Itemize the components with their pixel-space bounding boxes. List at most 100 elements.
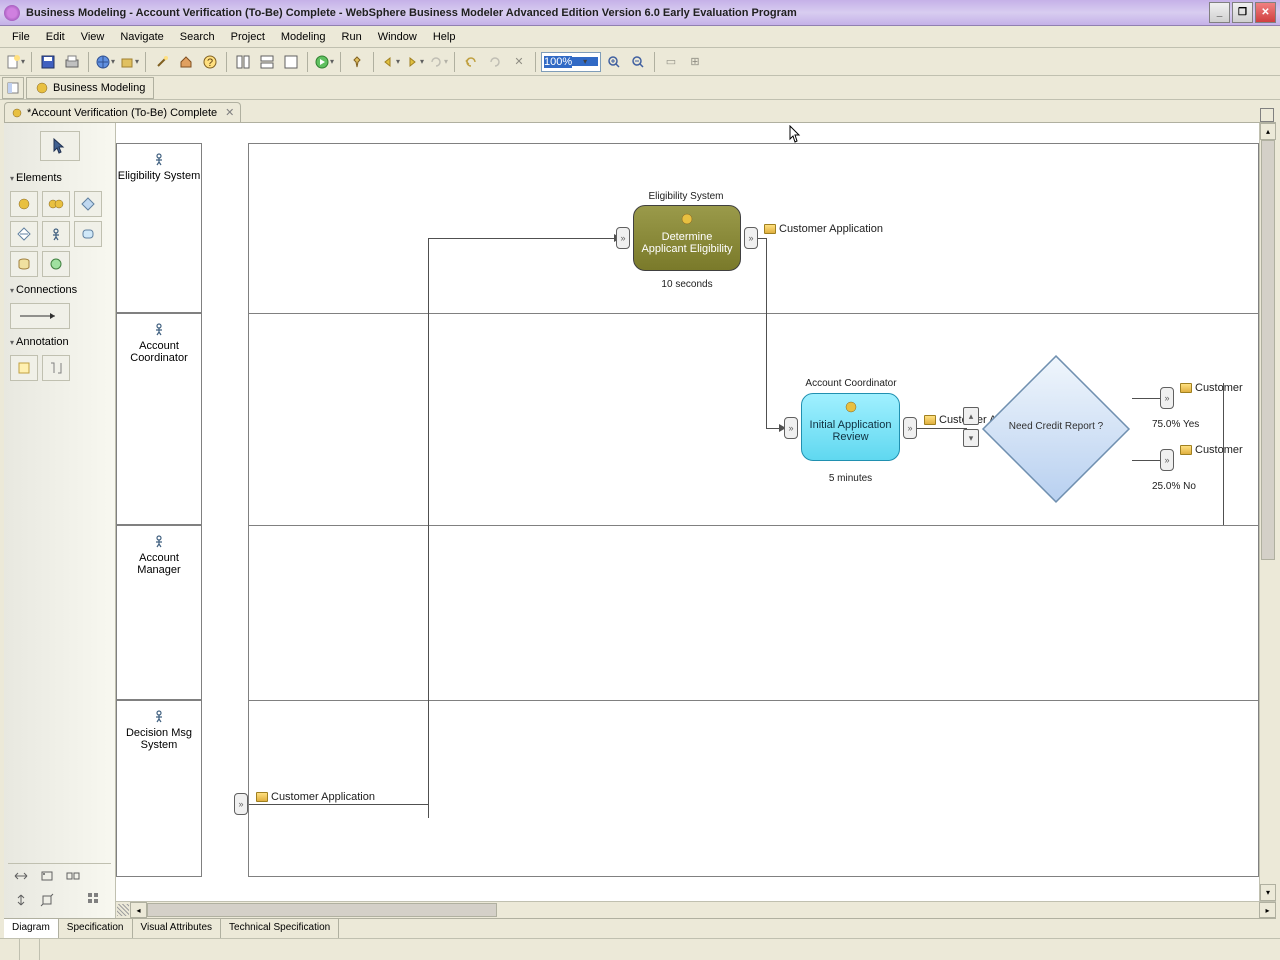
home-button[interactable] [175,51,197,73]
start-data-label: Customer Application [256,791,375,803]
lane-header-decision-msg[interactable]: Decision Msg System [116,700,202,877]
layout1-button[interactable] [232,51,254,73]
perspective-business-modeling[interactable]: Business Modeling [26,77,154,99]
menu-modeling[interactable]: Modeling [273,28,334,46]
palette-section-connections[interactable]: Connections [8,281,111,299]
task2-in-port[interactable]: » [784,417,798,439]
palette-nav-6[interactable] [87,892,107,910]
decision-yes-pct: 75.0% Yes [1152,419,1232,430]
menu-edit[interactable]: Edit [38,28,73,46]
scroll-up-button[interactable]: ▴ [1260,123,1276,140]
menu-search[interactable]: Search [172,28,223,46]
maximize-editor-button[interactable] [1260,108,1274,122]
decision-in-port-bot[interactable]: ▾ [963,429,979,447]
pin-button[interactable] [346,51,368,73]
save-button[interactable] [37,51,59,73]
menu-view[interactable]: View [73,28,113,46]
scroll-left-button[interactable]: ◂ [130,902,147,918]
zoomout-button[interactable] [627,51,649,73]
scroll-right-button[interactable]: ▸ [1259,902,1276,918]
task2-duration: 5 minutes [801,473,900,484]
close-button[interactable]: ✕ [1255,2,1276,23]
palette-connection[interactable] [10,303,70,329]
undo2-button[interactable] [460,51,482,73]
palette-note[interactable] [10,355,38,381]
layout3-button[interactable] [280,51,302,73]
diagram-canvas[interactable]: Eligibility System Account Coordinator A… [116,123,1276,901]
palette-nav-3[interactable] [64,868,84,886]
open-perspective-button[interactable] [2,77,24,99]
vertical-scrollbar[interactable]: ▴ ▾ [1259,123,1276,901]
lane-header-eligibility[interactable]: Eligibility System [116,143,202,313]
menu-file[interactable]: File [4,28,38,46]
new-button[interactable]: ▾ [4,51,26,73]
menu-window[interactable]: Window [370,28,425,46]
editor-tab-account-verification[interactable]: *Account Verification (To-Be) Complete ✕ [4,102,241,122]
task-initial-review[interactable]: Initial Application Review [801,393,900,461]
task1-in-port[interactable]: » [616,227,630,249]
redo2-button[interactable] [484,51,506,73]
redo-button[interactable]: ▾ [427,51,449,73]
palette-data[interactable] [10,251,38,277]
wand-button[interactable] [151,51,173,73]
align-button[interactable]: ▭ [660,51,682,73]
lane-label: Decision Msg System [117,727,201,751]
palette-nav-5[interactable] [38,892,58,910]
scroll-down-button[interactable]: ▾ [1260,884,1276,901]
decision-out-yes-port[interactable]: » [1160,387,1174,409]
palette-actor[interactable] [42,221,70,247]
task1-duration: 10 seconds [633,279,741,290]
tab-visual-attributes[interactable]: Visual Attributes [133,919,222,938]
distribute-button[interactable]: ⊞ [684,51,706,73]
back-button[interactable]: ▾ [379,51,401,73]
toolbar: ▾ ▾ ▾ ? ▾ ▾ ▾ ▾ ✕ 100%▾ ▭ ⊞ [0,48,1280,76]
decision-in-port-top[interactable]: ▴ [963,407,979,425]
maximize-button[interactable]: ❐ [1232,2,1253,23]
task1-out-port[interactable]: » [744,227,758,249]
bottom-tabs: Diagram Specification Visual Attributes … [4,918,1276,938]
menu-project[interactable]: Project [223,28,273,46]
tab-specification[interactable]: Specification [59,919,133,938]
run-button[interactable]: ▾ [313,51,335,73]
palette-text[interactable] [42,355,70,381]
forward-button[interactable]: ▾ [403,51,425,73]
task2-out-port[interactable]: » [903,417,917,439]
horizontal-scrollbar[interactable]: ◂ ▸ [116,901,1276,918]
hscroll-thumb[interactable] [147,903,497,917]
vscroll-thumb[interactable] [1261,140,1275,560]
zoomin-button[interactable] [603,51,625,73]
palette-task-multi[interactable] [42,191,70,217]
palette-nav-1[interactable] [12,868,32,886]
help-button[interactable]: ? [199,51,221,73]
minimize-button[interactable]: _ [1209,2,1230,23]
menu-navigate[interactable]: Navigate [112,28,171,46]
lane-header-coordinator[interactable]: Account Coordinator [116,313,202,525]
close-tab-icon[interactable]: ✕ [225,106,234,119]
palette-nav-2[interactable] [38,868,58,886]
tab-diagram[interactable]: Diagram [4,919,59,938]
package-button[interactable]: ▾ [118,51,140,73]
pointer-tool[interactable] [40,131,80,161]
task-determine-eligibility[interactable]: Determine Applicant Eligibility [633,205,741,271]
start-port[interactable]: » [234,793,248,815]
lane-header-manager[interactable]: Account Manager [116,525,202,700]
palette-merge[interactable] [10,221,38,247]
layout2-button[interactable] [256,51,278,73]
zoom-combo[interactable]: 100%▾ [541,52,601,72]
menu-help[interactable]: Help [425,28,464,46]
delete-button[interactable]: ✕ [508,51,530,73]
tab-technical-specification[interactable]: Technical Specification [221,919,339,938]
palette-service[interactable] [74,221,102,247]
palette-nav-4[interactable] [12,892,32,910]
print-button[interactable] [61,51,83,73]
decision-out-no-port[interactable]: » [1160,449,1174,471]
palette-decision[interactable] [74,191,102,217]
palette-task[interactable] [10,191,38,217]
palette-section-elements[interactable]: Elements [8,169,111,187]
app-icon [4,5,20,21]
menu-run[interactable]: Run [334,28,370,46]
decision-need-credit-report[interactable]: Need Credit Report ? [980,353,1132,505]
palette-section-annotation[interactable]: Annotation [8,333,111,351]
palette-event[interactable] [42,251,70,277]
globe-button[interactable]: ▾ [94,51,116,73]
